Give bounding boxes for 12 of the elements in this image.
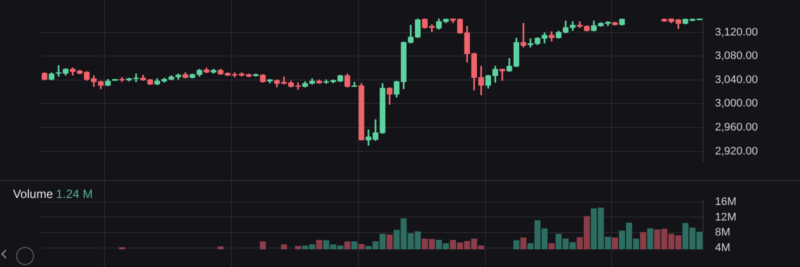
y-tick-label: 2,960.00	[715, 122, 758, 134]
y-tick-label: 4M	[715, 242, 730, 254]
annotation: 1.24 M	[56, 187, 93, 201]
y-tick-label: 16M	[715, 196, 736, 208]
y-tick-label: 3,000.00	[715, 98, 758, 110]
y-tick-label: 3,040.00	[715, 74, 758, 86]
chart-title: Volume	[13, 187, 54, 201]
y-tick-label: 8M	[715, 226, 730, 239]
y-tick-label: 2,920.00	[715, 145, 758, 158]
y-tick-label: 3,080.00	[715, 50, 758, 62]
y-tick-label: 3,120.00	[715, 26, 758, 38]
y-tick-label: 12M	[715, 211, 736, 224]
